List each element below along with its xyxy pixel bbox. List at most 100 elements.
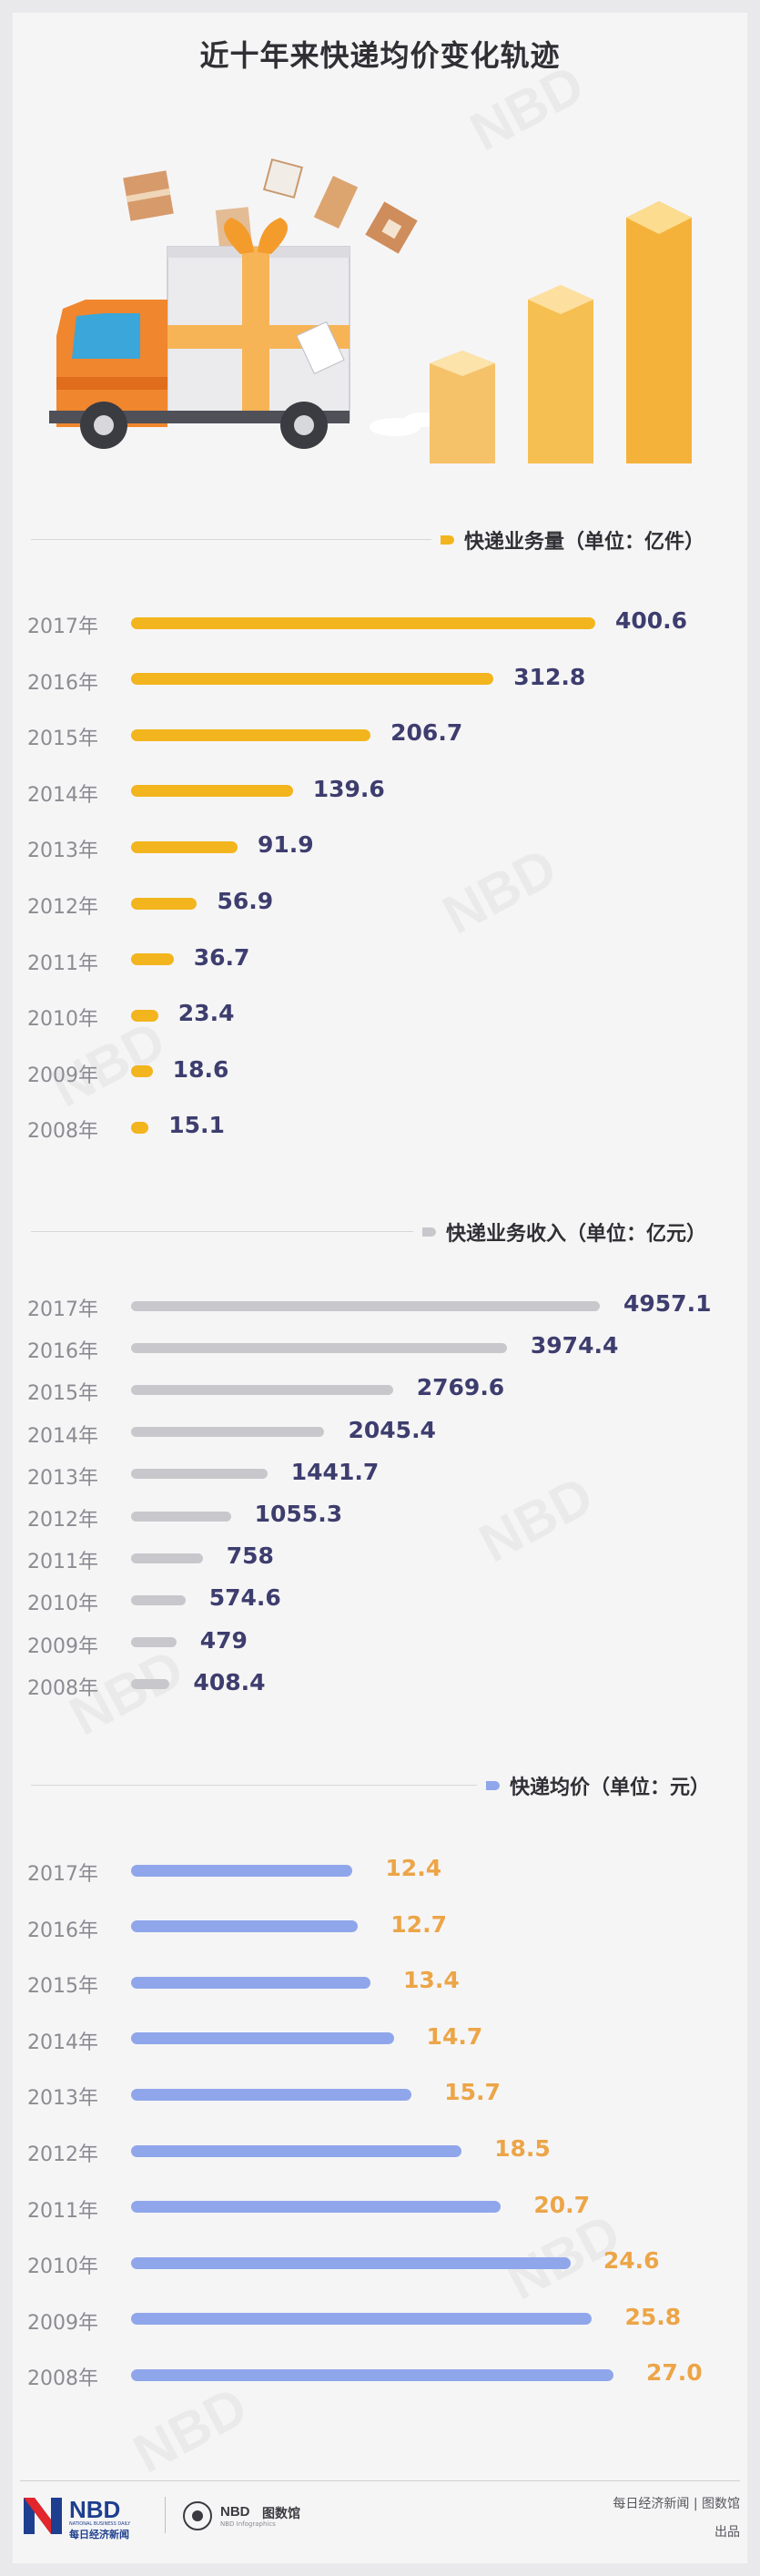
category-label: 2011年	[27, 952, 98, 975]
bar	[131, 728, 371, 741]
bar	[131, 953, 174, 966]
value-label: 2045.4	[348, 1416, 436, 1443]
bar	[131, 616, 595, 629]
category-label: 2014年	[27, 1424, 98, 1448]
value-label: 3974.4	[530, 1332, 619, 1359]
category-label: 2010年	[27, 1008, 98, 1032]
value-label: 408.4	[193, 1668, 266, 1695]
nbd-infographics-logo: NBD 图数馆 NBD Infographics	[182, 2500, 300, 2535]
watermark: NBD	[469, 1464, 603, 1575]
bar	[131, 1009, 158, 1022]
bar	[131, 2088, 412, 2101]
category-label: 2008年	[27, 1676, 98, 1700]
truck-illustration	[49, 158, 441, 449]
bar	[131, 1679, 170, 1690]
value-label: 56.9	[217, 888, 274, 914]
value-label: 91.9	[257, 831, 314, 859]
value-label: 1055.3	[254, 1501, 343, 1527]
category-label: 2008年	[27, 2367, 98, 2391]
nbd-logo: NBD NATIONAL BUSINESS DAILY 每日经济新闻	[22, 2496, 130, 2540]
bar	[131, 897, 198, 910]
category-label: 2015年	[27, 1975, 98, 1999]
section-marker-icon	[486, 1781, 500, 1790]
infographic-page: NBD NBD NBD NBD NBD NBD NBD 近十年来快递均价变化轨迹	[13, 13, 747, 2563]
watermark: NBD	[123, 2375, 257, 2486]
value-label: 312.8	[513, 663, 586, 690]
value-label: 36.7	[193, 943, 250, 971]
nbd-n-logo-icon	[24, 2498, 62, 2534]
bar	[131, 1920, 359, 1933]
category-label: 2012年	[27, 1509, 98, 1532]
value-label: 758	[226, 1543, 274, 1570]
category-label: 2010年	[27, 1593, 98, 1616]
category-label: 2009年	[27, 1064, 98, 1087]
value-label: 574.6	[208, 1584, 281, 1612]
infographics-badge-icon	[183, 2501, 212, 2530]
bar	[131, 2201, 502, 2214]
bar	[131, 840, 238, 853]
category-label: 2011年	[27, 2199, 98, 2223]
bar	[131, 1427, 325, 1438]
bar	[131, 1342, 507, 1353]
value-label: 2769.6	[416, 1374, 505, 1401]
bar	[131, 1121, 149, 1134]
category-label: 2013年	[27, 2087, 98, 2111]
category-label: 2010年	[27, 2255, 98, 2279]
bar	[131, 2144, 462, 2157]
rising-bars-illustration	[430, 201, 692, 463]
logo-sub-cn: 每日经济新闻	[69, 2529, 129, 2540]
value-label: 13.4	[403, 1967, 460, 1994]
value-label: 15.1	[168, 1112, 225, 1139]
value-label: 206.7	[390, 719, 463, 747]
logo-sub-en: NATIONAL BUSINESS DAILY	[69, 2521, 131, 2527]
value-label: 23.4	[177, 1000, 235, 1027]
bar	[131, 1553, 203, 1563]
section-marker-icon	[441, 535, 454, 545]
logo-text: NBD	[69, 2496, 121, 2523]
brand2-en: NBD Infographics	[220, 2520, 276, 2528]
bar	[131, 1384, 393, 1395]
category-label: 2014年	[27, 783, 98, 807]
category-label: 2012年	[27, 896, 98, 919]
category-label: 2014年	[27, 2031, 98, 2054]
value-label: 4957.1	[623, 1290, 712, 1317]
bar	[131, 2313, 593, 2326]
section-marker-icon	[422, 1227, 436, 1237]
section-title-price: 快递均价（单位：元）	[510, 1777, 711, 1799]
brand2-name: NBD	[220, 2504, 250, 2520]
bar	[131, 1864, 353, 1877]
value-label: 139.6	[312, 775, 385, 802]
bar	[131, 673, 494, 686]
bar	[131, 2032, 394, 2045]
category-label: 2017年	[27, 616, 98, 638]
category-label: 2013年	[27, 840, 98, 863]
bar	[131, 1637, 177, 1648]
bar	[131, 1065, 153, 1078]
bar	[131, 1594, 186, 1605]
category-label: 2011年	[27, 1551, 98, 1574]
bar	[131, 2368, 613, 2381]
category-label: 2016年	[27, 671, 98, 695]
category-label: 2009年	[27, 1634, 98, 1658]
section-divider	[31, 1231, 413, 1232]
watermark: NBD	[432, 836, 566, 947]
bar	[131, 2256, 571, 2269]
category-label: 2016年	[27, 1340, 98, 1364]
page-title: 近十年来快递均价变化轨迹	[199, 38, 561, 73]
value-label: 18.5	[494, 2135, 551, 2162]
section-divider	[31, 539, 431, 540]
credit-text: 每日经济新闻 | 图数馆	[613, 2497, 740, 2511]
bar	[131, 1511, 231, 1522]
value-label: 12.4	[385, 1855, 442, 1881]
brand2-cn: 图数馆	[262, 2507, 300, 2521]
category-label: 2015年	[27, 1382, 98, 1406]
value-label: 12.7	[390, 1910, 447, 1938]
value-label: 15.7	[444, 2079, 501, 2106]
section-title-volume: 快递业务量（单位：亿件）	[464, 531, 705, 554]
category-label: 2017年	[27, 1863, 98, 1886]
category-label: 2009年	[27, 2311, 98, 2335]
value-label: 14.7	[426, 2022, 483, 2050]
value-label: 479	[199, 1626, 248, 1654]
bar	[131, 1300, 600, 1311]
category-label: 2013年	[27, 1466, 98, 1490]
